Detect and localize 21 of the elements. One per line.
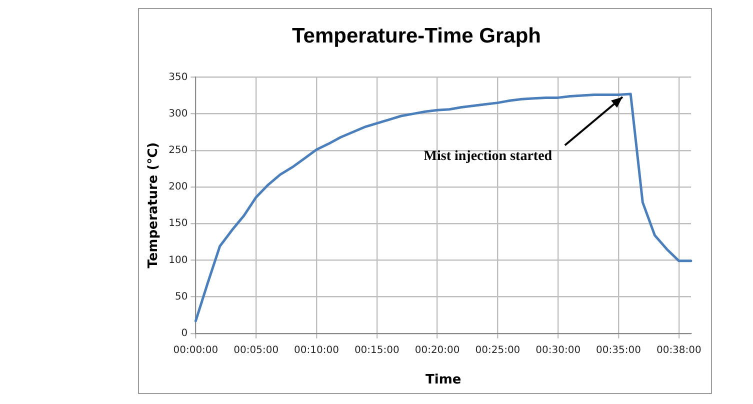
y-tick-label: 150: [168, 218, 188, 230]
x-tick-label: 00:10:00: [294, 344, 339, 356]
y-tick-label: 300: [168, 108, 188, 120]
x-tick-label: 00:20:00: [414, 344, 460, 356]
x-tick-label: 00:25:00: [475, 344, 520, 356]
y-tick-label: 100: [168, 254, 188, 266]
x-tick-label: 00:15:00: [354, 344, 400, 356]
y-tick-label: 0: [181, 328, 188, 339]
y-tick-label: 350: [168, 72, 188, 83]
x-tick-label: 00:30:00: [536, 344, 581, 356]
y-axis-title: Temperature (°C): [146, 142, 162, 268]
y-tick-label: 50: [174, 291, 188, 302]
x-tick-label: 00:35:00: [596, 344, 641, 356]
chart-title: Temperature-Time Graph: [292, 24, 541, 48]
x-tick-label: 00:38:00: [656, 344, 702, 356]
y-tick-label: 250: [168, 144, 188, 156]
x-axis-title: Time: [426, 372, 462, 388]
annotation: Mist injection started: [424, 148, 552, 164]
x-tick-label: 00:00:00: [173, 344, 218, 356]
y-tick-label: 200: [168, 182, 188, 193]
x-tick-label: 00:05:00: [234, 344, 279, 356]
